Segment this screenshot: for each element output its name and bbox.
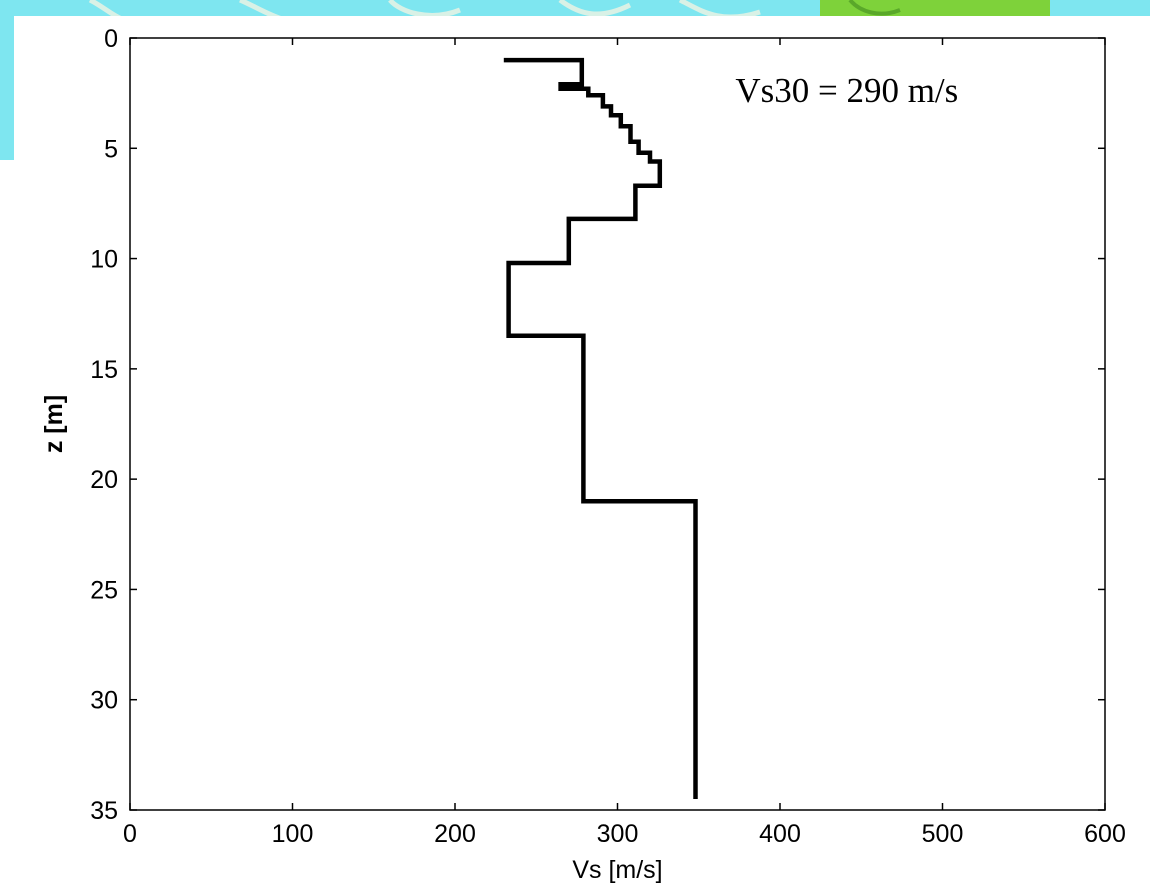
y-tick-label: 0 <box>104 25 118 53</box>
x-tick-label: 500 <box>922 820 964 848</box>
y-tick-label: 30 <box>90 687 118 715</box>
y-tick-label: 20 <box>90 466 118 494</box>
map-land-vein <box>848 0 901 16</box>
x-tick-label: 400 <box>759 820 801 848</box>
y-tick-label: 25 <box>90 576 118 604</box>
x-tick-label: 600 <box>1084 820 1126 848</box>
y-tick-label: 5 <box>104 135 118 163</box>
x-tick-label: 200 <box>434 820 476 848</box>
y-tick-label: 35 <box>90 797 118 825</box>
x-tick-label: 100 <box>272 820 314 848</box>
map-water-left <box>0 0 14 160</box>
x-tick-label: 0 <box>123 820 137 848</box>
plot-area: 0 100 200 300 400 500 600 0 5 10 15 20 25 30 35 <box>90 25 1126 848</box>
vs-profile-line <box>503 57 698 799</box>
x-tick-label: 300 <box>597 820 639 848</box>
x-axis-label: Vs [m/s] <box>572 856 662 884</box>
vs30-annotation: Vs30 = 290 m/s <box>735 71 958 110</box>
y-tick-label: 15 <box>90 356 118 384</box>
y-axis-label: z [m] <box>40 395 68 453</box>
y-tick-label: 10 <box>90 246 118 274</box>
